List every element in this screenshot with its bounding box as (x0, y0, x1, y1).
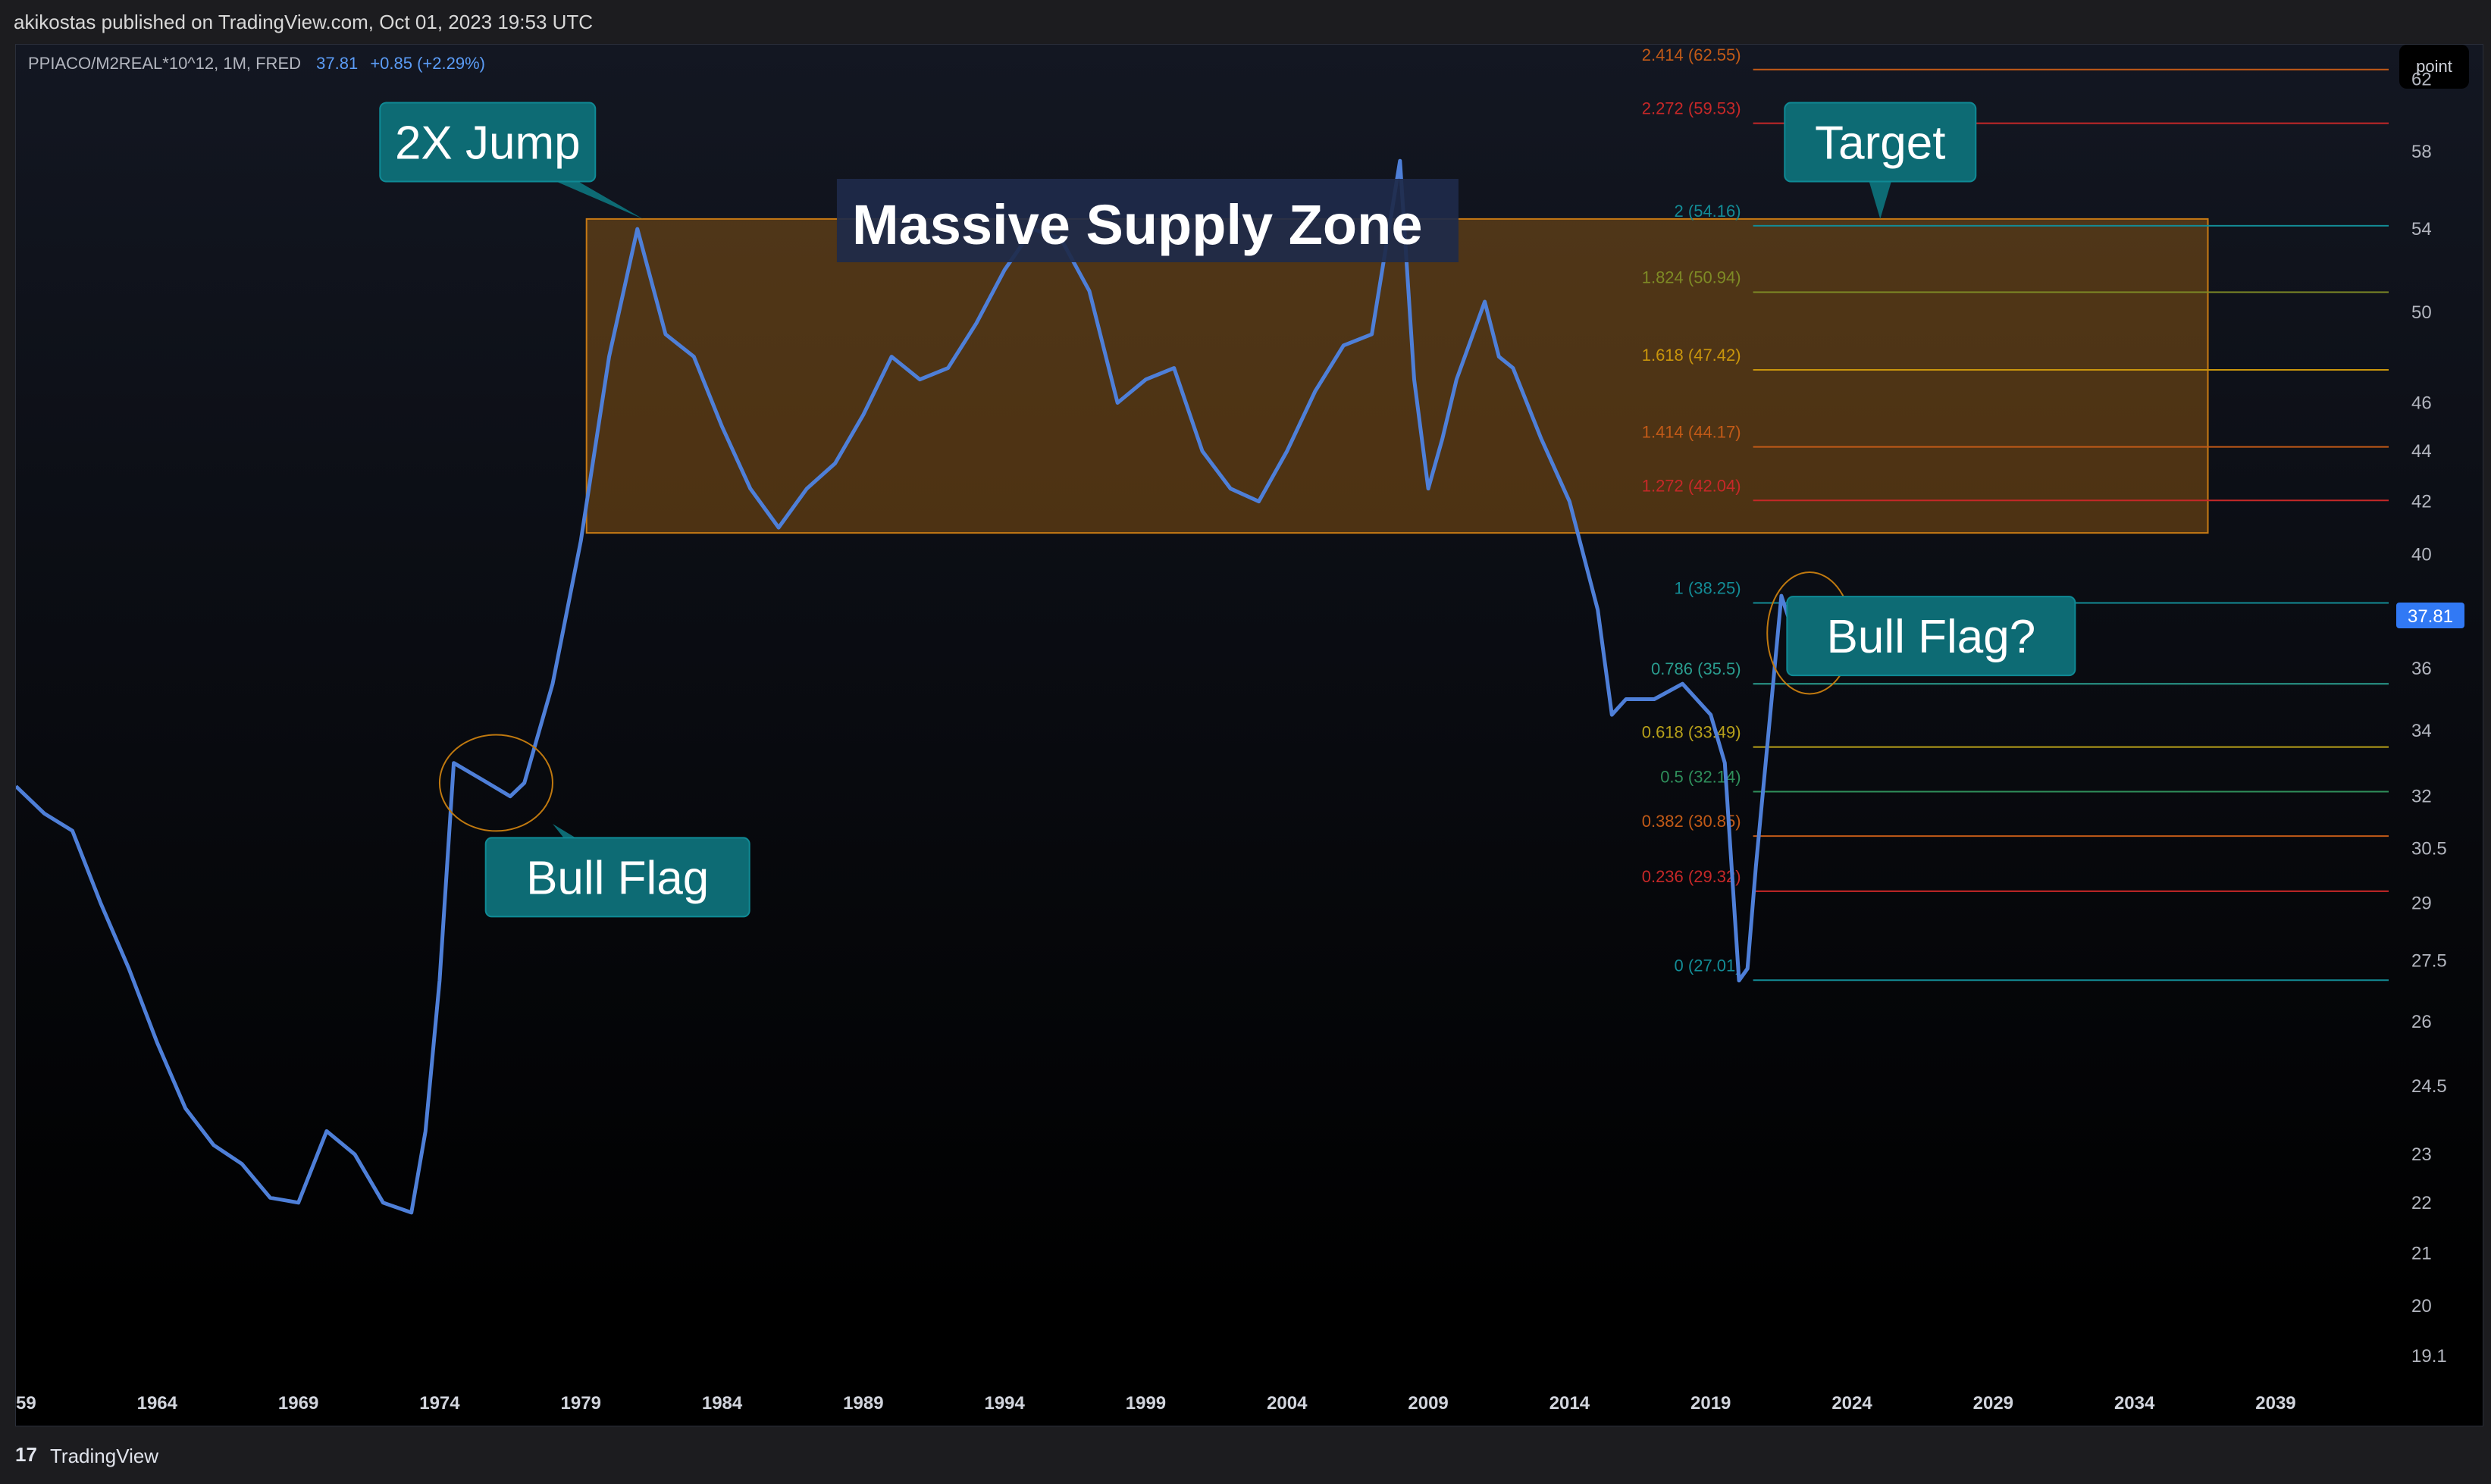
last-price-tag (2396, 603, 2464, 629)
y-axis-tick-label: 62 (2411, 69, 2432, 89)
y-axis-tick-label: 22 (2411, 1193, 2432, 1213)
callout-label: 2X Jump (395, 117, 581, 170)
last-price-tag-label: 37.81 (2408, 606, 2453, 627)
tradingview-logo-icon[interactable]: 17 (15, 1443, 37, 1466)
fib-level-label: 2.272 (59.53) (1642, 99, 1741, 118)
symbol-name[interactable]: PPIACO/M2REAL*10^12, 1M, FRED (28, 54, 302, 73)
y-axis-tick-label: 44 (2411, 441, 2432, 462)
tradingview-brand[interactable]: TradingView (50, 1445, 159, 1467)
y-axis-tick-label: 19.1 (2411, 1346, 2447, 1367)
x-axis-tick-label: 2024 (1831, 1393, 1872, 1414)
y-axis-tick-label: 32 (2411, 787, 2432, 807)
callout-label: Bull Flag? (1827, 611, 2036, 663)
callout-label: Bull Flag (526, 852, 709, 904)
fib-level-label: 0.5 (32.14) (1660, 767, 1741, 786)
supply-zone-rect (585, 218, 2209, 534)
x-axis-tick-label: 1994 (984, 1393, 1025, 1414)
y-axis-tick-label: 46 (2411, 393, 2432, 413)
x-axis-tick-label: 2009 (1408, 1393, 1448, 1414)
x-axis-tick-label: 1999 (1126, 1393, 1166, 1414)
callout-box (1784, 102, 1977, 183)
callout-box (484, 837, 750, 918)
supply-zone-label: Massive Supply Zone (852, 193, 1423, 256)
x-axis-tick-label: 1984 (702, 1393, 743, 1414)
price-chart[interactable]: 0 (27.01) 0.236 (29.32) 0.382 (30.85) 0.5 (… (16, 45, 2483, 1426)
y-axis-tick-label: 36 (2411, 659, 2432, 679)
published-by-text: akikostas published on TradingView.com, … (14, 11, 594, 33)
y-axis-tick-label: 27.5 (2411, 951, 2447, 972)
fib-level-label: 0.618 (33.49) (1642, 723, 1741, 742)
footer-bar: 17 TradingView (0, 1426, 2491, 1484)
y-axis-tick-label: 40 (2411, 544, 2432, 565)
x-axis-tick-label: 2039 (2255, 1393, 2295, 1414)
fib-level-label: 1.272 (42.04) (1642, 476, 1741, 495)
fib-level-label: 1.824 (50.94) (1642, 268, 1741, 287)
fib-level-label: 1 (38.25) (1675, 578, 1741, 597)
fib-level-label: 0.236 (29.32) (1642, 867, 1741, 886)
y-axis-tick-label: 26 (2411, 1012, 2432, 1032)
bull-flag-ellipse (438, 734, 553, 832)
x-axis-tick-label: 1964 (137, 1393, 178, 1414)
chart-frame[interactable]: PPIACO/M2REAL*10^12, 1M, FRED 37.81 +0.8… (15, 44, 2483, 1426)
x-axis-tick-label: 1959 (16, 1393, 36, 1414)
fib-level-label: 0.786 (35.5) (1651, 659, 1741, 678)
supply-zone-label-bg (836, 179, 1459, 262)
x-axis-tick-label: 1974 (419, 1393, 460, 1414)
y-axis-tick-label: 54 (2411, 219, 2432, 240)
y-axis-tick-label: 34 (2411, 721, 2432, 741)
last-price: 37.81 (316, 54, 359, 73)
y-axis-tick-label: 23 (2411, 1144, 2432, 1165)
fib-level-label: 2.414 (62.55) (1642, 45, 1741, 64)
fib-level-label: 0.382 (30.85) (1642, 812, 1741, 831)
y-axis-tick-label: 50 (2411, 302, 2432, 323)
y-axis-tick-label: 21 (2411, 1243, 2432, 1263)
fib-level-label: 2 (54.16) (1675, 202, 1741, 221)
y-axis-tick-label: 58 (2411, 142, 2432, 162)
top-bar: akikostas published on TradingView.com, … (0, 0, 2491, 44)
x-axis-tick-label: 2004 (1267, 1393, 1308, 1414)
x-axis-tick-label: 2034 (2114, 1393, 2155, 1414)
x-axis-tick-label: 2029 (1973, 1393, 2013, 1414)
y-axis-tick-label: 30.5 (2411, 838, 2447, 859)
fib-level-label: 1.414 (44.17) (1642, 423, 1741, 442)
x-axis-tick-label: 1989 (843, 1393, 883, 1414)
y-axis-tick-label: 20 (2411, 1296, 2432, 1317)
y-axis-tick-label: 24.5 (2411, 1076, 2447, 1097)
fib-level-label: 1.618 (47.42) (1642, 346, 1741, 365)
y-axis-tick-label: 42 (2411, 492, 2432, 512)
scale-mode-button[interactable]: point (2399, 45, 2469, 89)
x-axis-tick-label: 2019 (1690, 1393, 1731, 1414)
callout-label: Target (1815, 117, 1945, 170)
x-axis-tick-label: 2014 (1549, 1393, 1590, 1414)
x-axis-tick-label: 1969 (278, 1393, 318, 1414)
symbol-legend: PPIACO/M2REAL*10^12, 1M, FRED 37.81 +0.8… (28, 54, 485, 74)
x-axis-tick-label: 1979 (561, 1393, 601, 1414)
fib-level-label: 0 (27.01) (1675, 956, 1741, 975)
y-axis-tick-label: 29 (2411, 894, 2432, 914)
price-change: +0.85 (+2.29%) (370, 54, 485, 73)
callout-box (1786, 596, 2076, 677)
callout-box (379, 102, 597, 183)
